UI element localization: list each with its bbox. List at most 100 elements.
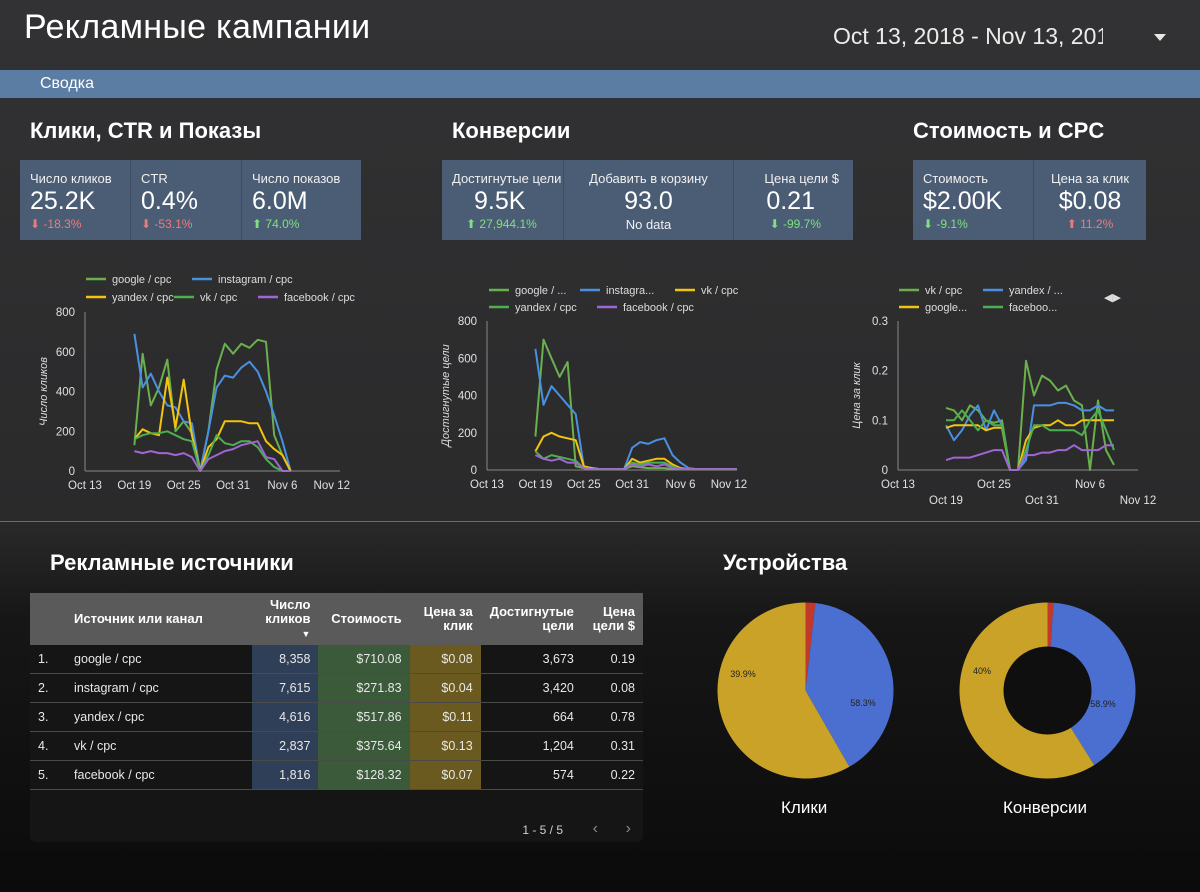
x-tick-label: Oct 19 (929, 495, 963, 507)
legend-item[interactable]: vk / cpc (899, 285, 963, 297)
row-goal-cost: 0.19 (581, 645, 643, 674)
y-tick-label: 0 (471, 465, 477, 477)
kpi-label: Добавить в корзину (589, 171, 708, 186)
caret-down-icon[interactable] (1154, 34, 1166, 41)
row-index: 1. (30, 645, 67, 674)
x-tick-label: Nov 12 (314, 480, 350, 492)
y-tick-label: 0.1 (872, 415, 888, 427)
x-tick-label: Nov 6 (267, 480, 297, 492)
col-cost[interactable]: Стоимость (318, 593, 410, 645)
row-cost: $517.86 (318, 702, 410, 732)
series-line-4 (134, 440, 291, 472)
col-goal-cost[interactable]: Цена цели $ (581, 593, 643, 645)
row-source: facebook / cpc (66, 760, 253, 790)
col-goals[interactable]: Достигнутые цели (480, 593, 582, 645)
row-cpc: $0.11 (409, 702, 481, 732)
chevron-right-icon[interactable]: › (625, 820, 631, 837)
table-row[interactable]: 3. yandex / cpc 4,616 $517.86 $0.11 664 0.78 (30, 702, 643, 732)
kpi-label: Число показов (252, 171, 341, 186)
cpc-line-chart: vk / cpc yandex / ... google... faceboo... 0… (851, 285, 1156, 507)
legend-item[interactable]: yandex / cpc (489, 302, 577, 314)
col-clicks[interactable]: Число кликов ▼ (252, 593, 319, 645)
series-line-4 (534, 454, 737, 471)
legend-item[interactable]: vk / cpc (675, 285, 739, 297)
arrow-down-icon: ⬇ (141, 217, 152, 231)
x-tick-label: Nov 12 (711, 479, 747, 491)
x-tick-label: Oct 13 (68, 480, 102, 492)
legend-label: facebook / cpc (284, 292, 355, 304)
kpi-impressions: Число показов 6.0M ⬆ 74.0% (241, 160, 361, 240)
table-row[interactable]: 4. vk / cpc 2,837 $375.64 $0.13 1,204 0.31 (30, 731, 643, 761)
x-tick-label: Oct 25 (567, 479, 601, 491)
col-source[interactable]: Источник или канал (66, 593, 253, 645)
legend-item[interactable]: instagram / cpc (192, 274, 293, 286)
kpi-group-conversions: Достигнутые цели 9.5K ⬆ 27,944.1% Добави… (442, 160, 853, 240)
clicks-pie-chart: 39.9% 58.3% (717, 602, 894, 779)
x-tick-label: Oct 13 (470, 479, 504, 491)
col-cpc[interactable]: Цена за клик (409, 593, 481, 645)
kpi-group-clicks: Число кликов 25.2K ⬇ -18.3% CTR 0.4% ⬇ -… (20, 160, 361, 240)
y-axis-label: Число кликов (38, 357, 50, 426)
series-line-4 (945, 444, 1114, 471)
legend-item[interactable]: facebook / cpc (597, 302, 694, 314)
pie-caption-clicks: Клики (781, 798, 828, 817)
legend-item[interactable]: yandex / ... (983, 285, 1063, 297)
pie-slice[interactable] (805, 602, 816, 691)
x-tick-label: Oct 31 (216, 480, 250, 492)
arrow-down-icon: ⬇ (923, 217, 934, 231)
kpi-goals: Достигнутые цели 9.5K ⬆ 27,944.1% (442, 160, 563, 240)
x-tick-label: Oct 25 (167, 480, 201, 492)
pie-slice[interactable] (717, 602, 850, 779)
legend-pager-icon[interactable]: ◀▶ (1104, 292, 1121, 304)
series-line-0 (534, 338, 737, 471)
tab-summary[interactable]: Сводка (40, 75, 95, 92)
table-row[interactable]: 2. instagram / cpc 7,615 $271.83 $0.04 3,420 0… (30, 673, 643, 703)
series-line-1 (133, 333, 292, 472)
series-line-0 (133, 338, 292, 472)
section-title-devices: Устройства (723, 550, 848, 575)
row-goals: 664 (480, 702, 582, 732)
kpi-value: 0.4% (141, 187, 198, 215)
row-index: 4. (30, 731, 67, 761)
legend-label: yandex / ... (1009, 285, 1063, 297)
chevron-left-icon[interactable]: ‹ (592, 820, 598, 837)
x-tick-label: Oct 13 (881, 479, 915, 491)
legend-item[interactable]: yandex / cpc (86, 292, 174, 304)
table-row[interactable]: 5. facebook / cpc 1,816 $128.32 $0.07 574 0.22 (30, 760, 643, 790)
table-row[interactable]: 1. google / cpc 8,358 $710.08 $0.08 3,673 0.19 (30, 645, 643, 674)
row-clicks: 2,837 (252, 731, 319, 761)
pie-label: 40% (973, 666, 991, 676)
y-tick-label: 800 (56, 307, 75, 319)
kpi-ctr: CTR 0.4% ⬇ -53.1% (130, 160, 241, 240)
legend-label: google... (925, 302, 967, 314)
arrow-down-icon: ⬇ (30, 217, 41, 231)
row-goals: 3,420 (480, 673, 582, 703)
kpi-label: Стоимость (923, 171, 989, 186)
legend-item[interactable]: google... (899, 302, 967, 314)
row-index: 2. (30, 673, 67, 703)
kpi-delta: ⬇ -99.7% (769, 217, 821, 231)
arrow-up-icon: ⬆ (1066, 217, 1077, 231)
legend-item[interactable]: facebook / cpc (258, 292, 355, 304)
row-goals: 1,204 (480, 731, 582, 761)
pie-caption-conversions: Конверсии (1003, 798, 1087, 817)
kpi-delta: ⬇ -53.1% (141, 217, 193, 231)
clicks-line-chart: google / cpc instagram / cpc yandex / cpc v… (38, 274, 355, 492)
legend-item[interactable]: instagra... (580, 285, 654, 297)
kpi-value: 6.0M (252, 187, 308, 215)
y-tick-label: 400 (56, 387, 75, 399)
legend-item[interactable]: faceboo... (983, 302, 1057, 314)
kpi-group-cost: Стоимость $2.00K ⬇ -9.1% Цена за клик $0… (913, 160, 1146, 240)
date-range-selector[interactable]: Oct 13, 2018 - Nov 13, 2018 (833, 23, 1103, 49)
legend-item[interactable]: vk / cpc (174, 292, 238, 304)
row-cpc: $0.08 (409, 645, 481, 674)
x-tick-label: Oct 19 (117, 480, 151, 492)
legend-item[interactable]: google / cpc (86, 274, 172, 286)
y-tick-label: 600 (56, 347, 75, 359)
kpi-value: 25.2K (30, 187, 96, 215)
y-tick-label: 0 (69, 466, 75, 478)
pie-slice[interactable] (805, 603, 894, 767)
legend-item[interactable]: google / ... (489, 285, 566, 297)
y-tick-label: 0.3 (872, 316, 888, 328)
pie-label: 58.3% (850, 698, 876, 708)
